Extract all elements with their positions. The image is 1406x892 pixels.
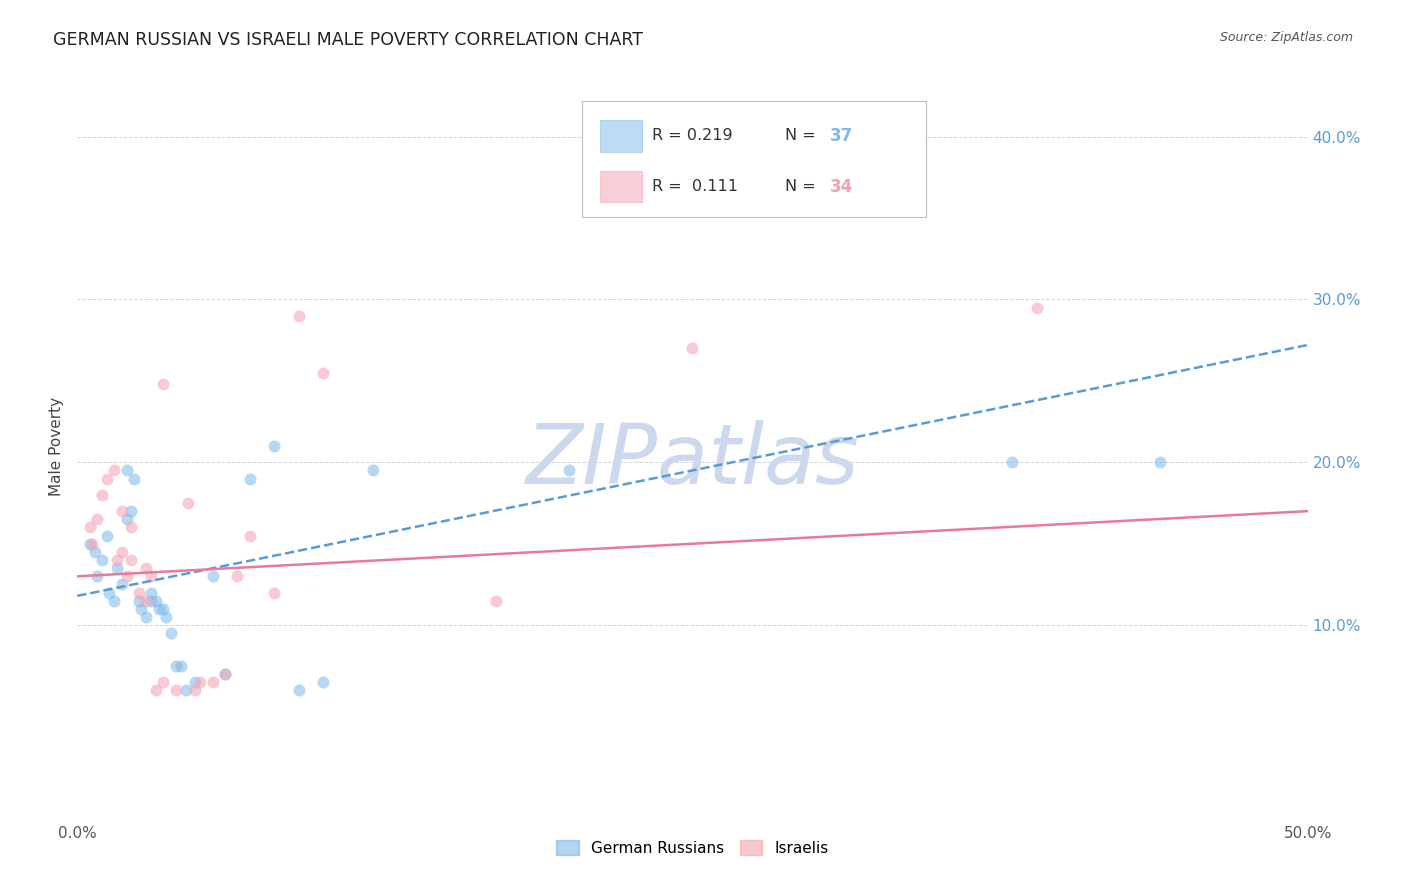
Point [135,593,157,607]
Point [122,472,145,486]
Point [96,528,118,542]
Text: 34: 34 [831,178,853,195]
Point [160,626,183,640]
Point [558,463,581,477]
Legend: German Russians, Israelis: German Russians, Israelis [550,833,835,862]
Point [79,520,101,534]
Point [239,472,262,486]
FancyBboxPatch shape [582,102,927,218]
Point [121,504,143,518]
Point [485,593,508,607]
Point [86,512,108,526]
Point [288,683,311,698]
Point [148,602,170,616]
Point [263,439,285,453]
Point [174,683,197,698]
Point [682,341,704,355]
Point [152,602,174,616]
Point [86,569,108,583]
Text: ZIPatlas: ZIPatlas [526,420,859,501]
Point [115,569,138,583]
Point [141,585,163,599]
Point [121,553,143,567]
Point [201,569,224,583]
Point [111,577,132,591]
Point [128,585,150,599]
Point [288,309,311,323]
Point [170,659,193,673]
Point [226,569,249,583]
Text: Source: ZipAtlas.com: Source: ZipAtlas.com [1219,31,1353,45]
Point [152,377,174,392]
Point [312,366,335,380]
Point [141,593,163,607]
Point [145,683,167,698]
Text: N =: N = [785,179,821,194]
Point [1149,455,1171,469]
Point [903,162,925,177]
Point [79,537,101,551]
Point [129,602,153,616]
Point [1001,455,1024,469]
Point [239,528,262,542]
Point [111,545,132,559]
Point [165,659,187,673]
FancyBboxPatch shape [600,120,643,152]
Point [121,520,143,534]
Point [263,585,285,599]
Point [184,683,207,698]
Point [361,463,384,477]
Point [165,683,187,698]
Point [152,675,174,690]
Point [145,593,167,607]
Point [135,561,157,575]
Point [141,569,163,583]
Text: R =  0.111: R = 0.111 [652,179,738,194]
Point [184,675,207,690]
Point [103,463,125,477]
Point [82,537,104,551]
Point [98,585,121,599]
Point [214,667,236,681]
Point [103,593,125,607]
Text: N =: N = [785,128,821,144]
Text: GERMAN RUSSIAN VS ISRAELI MALE POVERTY CORRELATION CHART: GERMAN RUSSIAN VS ISRAELI MALE POVERTY C… [53,31,644,49]
Point [105,561,128,575]
Point [90,488,114,502]
Point [155,610,177,624]
Point [128,593,150,607]
Point [312,675,335,690]
Point [96,472,118,486]
Y-axis label: Male Poverty: Male Poverty [49,396,65,496]
Point [177,496,200,510]
Point [135,610,157,624]
FancyBboxPatch shape [600,171,643,202]
Point [90,553,114,567]
Point [115,463,138,477]
Point [214,667,236,681]
Point [1026,301,1049,315]
Text: R = 0.219: R = 0.219 [652,128,733,144]
Text: 37: 37 [831,127,853,145]
Point [188,675,212,690]
Point [201,675,224,690]
Point [111,504,132,518]
Point [115,512,138,526]
Point [83,545,105,559]
Point [105,553,128,567]
